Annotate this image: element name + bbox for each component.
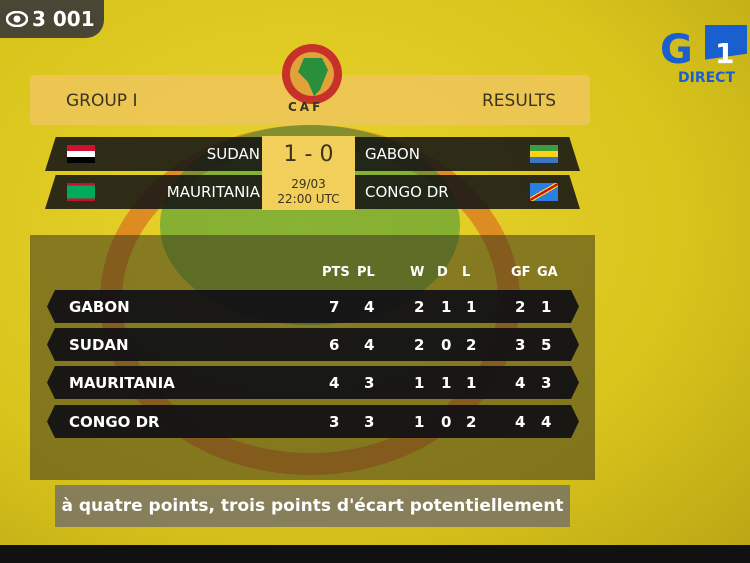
match-date: 29/03	[291, 177, 326, 191]
stat-value: 4	[515, 374, 526, 392]
sudan-flag-icon	[67, 145, 95, 163]
column-header: PL	[357, 265, 375, 280]
match-time: 22:00 UTC	[277, 192, 340, 206]
stat-value: 3	[515, 336, 526, 354]
table-row: MAURITANIA 4 3 1 1 1 4 3	[47, 366, 579, 399]
stat-value: 0	[441, 413, 452, 431]
stat-value: 5	[541, 336, 552, 354]
stat-value: 2	[466, 336, 477, 354]
svg-text:1: 1	[715, 37, 734, 70]
home-team: SUDAN	[206, 145, 260, 163]
stat-value: 2	[414, 336, 425, 354]
table-row: GABON 7 4 2 1 1 2 1	[47, 290, 579, 323]
column-header: GA	[537, 265, 558, 280]
score-box	[262, 136, 355, 210]
stat-value: 2	[414, 298, 425, 316]
stat-value: 4	[364, 298, 375, 316]
live-label: DIRECT	[678, 70, 735, 86]
stat-value: 4	[541, 413, 552, 431]
group-title: GROUP I	[66, 91, 138, 111]
away-team: GABON	[365, 145, 420, 163]
away-team: CONGO DR	[365, 183, 449, 201]
view-count-text: 3 001	[32, 7, 95, 31]
column-header: W	[410, 265, 425, 280]
team-name: SUDAN	[69, 336, 129, 354]
column-header: D	[437, 265, 448, 280]
afcon-logo	[282, 44, 342, 104]
stat-value: 3	[541, 374, 552, 392]
match-datetime: 29/03 22:00 UTC	[262, 177, 355, 207]
stat-value: 4	[364, 336, 375, 354]
stat-value: 2	[466, 413, 477, 431]
stat-value: 2	[515, 298, 526, 316]
stat-value: 1	[541, 298, 552, 316]
column-header: L	[462, 265, 471, 280]
column-header: PTS	[322, 265, 350, 280]
eye-icon	[6, 11, 28, 27]
stat-value: 3	[364, 374, 375, 392]
stat-value: 3	[364, 413, 375, 431]
tv-bezel	[0, 545, 750, 563]
table-row: SUDAN 6 4 2 0 2 3 5	[47, 328, 579, 361]
caf-label: CAF	[288, 100, 324, 114]
stat-value: 1	[414, 413, 425, 431]
subtitle-caption: à quatre points, trois points d'écart po…	[55, 485, 570, 527]
svg-text:G: G	[660, 27, 693, 70]
team-name: GABON	[69, 298, 130, 316]
stat-value: 1	[441, 298, 452, 316]
column-header: GF	[511, 265, 531, 280]
results-title: RESULTS	[482, 91, 557, 111]
table-row: CONGO DR 3 3 1 0 2 4 4	[47, 405, 579, 438]
stat-value: 1	[466, 298, 477, 316]
team-name: MAURITANIA	[69, 374, 175, 392]
stat-value: 1	[441, 374, 452, 392]
mauritania-flag-icon	[67, 183, 95, 201]
team-name: CONGO DR	[69, 413, 160, 431]
stat-value: 4	[515, 413, 526, 431]
match-score: 1 - 0	[283, 142, 334, 167]
stat-value: 3	[329, 413, 340, 431]
gabon-flag-icon	[530, 145, 558, 163]
congo-dr-flag-icon	[530, 183, 558, 201]
stat-value: 1	[466, 374, 477, 392]
stat-value: 1	[414, 374, 425, 392]
stat-value: 0	[441, 336, 452, 354]
stat-value: 6	[329, 336, 340, 354]
home-team: MAURITANIA	[166, 183, 260, 201]
stat-value: 4	[329, 374, 340, 392]
stat-value: 7	[329, 298, 340, 316]
view-count: 3 001	[0, 0, 104, 38]
